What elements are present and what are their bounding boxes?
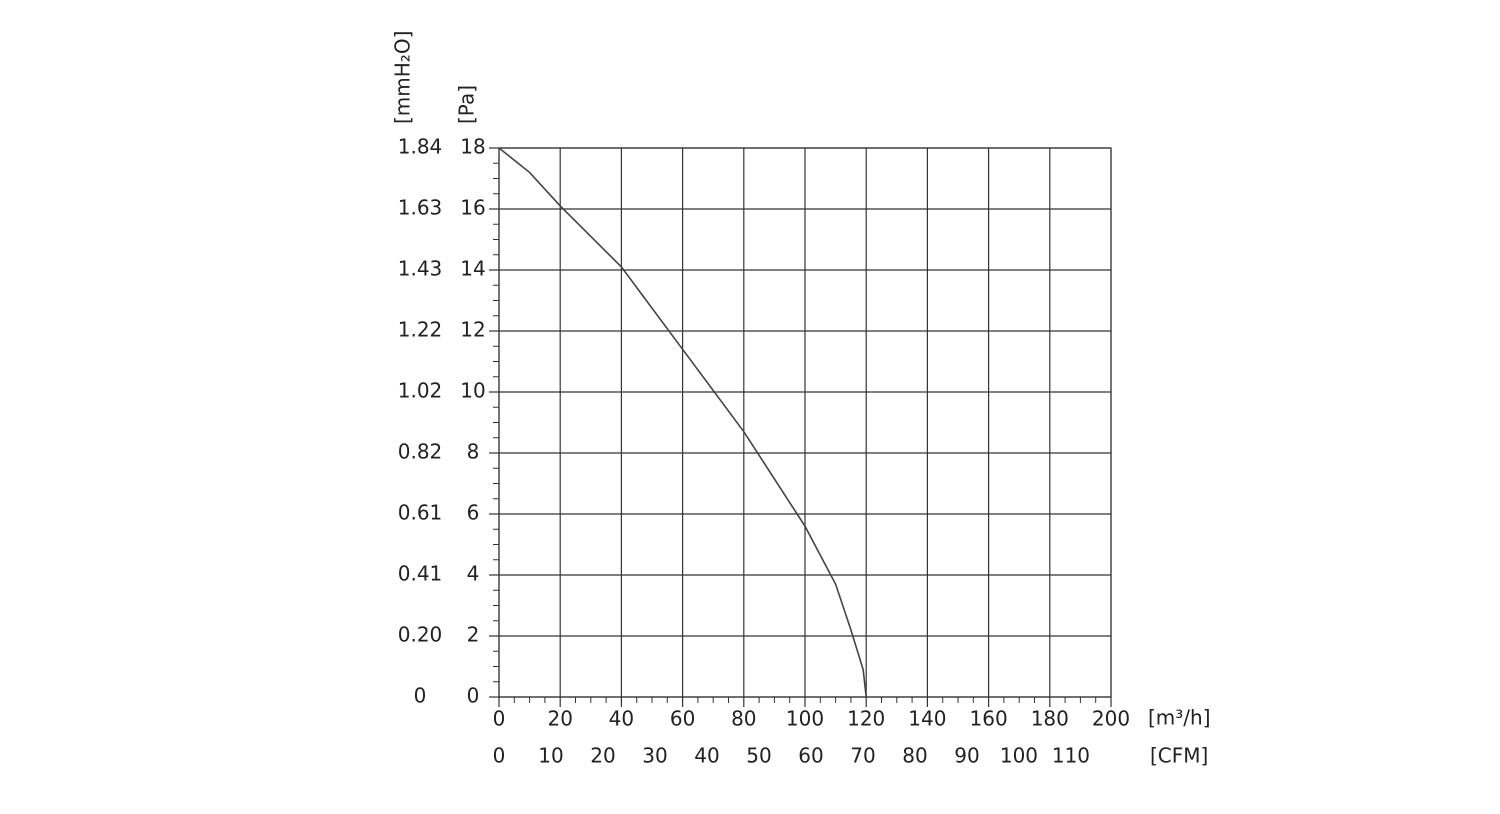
x-tick-label: 0 [493, 707, 506, 731]
x-tick-label: 140 [908, 707, 946, 731]
x2-tick-label: 50 [746, 744, 771, 768]
y2-axis-label: [mmH₂O] [391, 31, 415, 124]
x2-tick-label: 10 [538, 744, 563, 768]
y2-tick-label: 1.63 [398, 195, 443, 219]
y2-tick-label: 0 [414, 684, 427, 708]
y-tick-label: 4 [467, 562, 480, 586]
x2-tick-label: 40 [694, 744, 719, 768]
y-tick-label: 2 [467, 623, 480, 647]
y2-tick-label: 0.20 [398, 623, 443, 647]
x2-tick-label: 0 [493, 744, 506, 768]
x2-tick-label: 60 [798, 744, 823, 768]
y2-tick-label: 0.61 [398, 501, 443, 525]
x-tick-label: 40 [609, 707, 634, 731]
x-tick-label: 80 [731, 707, 756, 731]
y-tick-label: 10 [460, 379, 485, 403]
x-tick-label: 60 [670, 707, 695, 731]
y-tick-label: 6 [467, 501, 480, 525]
y2-tick-label: 1.84 [398, 135, 443, 159]
y-tick-label: 8 [467, 440, 480, 464]
x-tick-label: 120 [847, 707, 885, 731]
x2-tick-label: 30 [642, 744, 667, 768]
x-tick-label: 200 [1092, 707, 1130, 731]
y2-tick-label: 1.22 [398, 317, 443, 341]
x2-tick-label: 70 [850, 744, 875, 768]
x2-tick-label: 90 [954, 744, 979, 768]
y-tick-label: 14 [460, 257, 485, 281]
x2-tick-label: 110 [1052, 744, 1090, 768]
x-tick-label: 160 [970, 707, 1008, 731]
y2-tick-label: 0.82 [398, 439, 443, 463]
y-tick-label: 16 [460, 196, 485, 220]
y-tick-label: 18 [460, 135, 485, 159]
x-tick-label: 20 [547, 707, 572, 731]
x2-axis-label: [CFM] [1150, 744, 1208, 768]
x2-tick-label: 100 [1000, 744, 1038, 768]
plot-frame [498, 147, 1112, 698]
x2-tick-label: 80 [902, 744, 927, 768]
y2-tick-label: 1.02 [398, 379, 443, 403]
y-tick-label: 0 [467, 684, 480, 708]
y2-tick-label: 1.43 [398, 257, 443, 281]
y-axis-label: [Pa] [455, 85, 479, 124]
y-tick-label: 12 [460, 318, 485, 342]
x-tick-label: 100 [786, 707, 824, 731]
x2-tick-label: 20 [590, 744, 615, 768]
curve [498, 147, 867, 698]
x-axis-label: [m³/h] [1148, 706, 1211, 730]
x-tick-label: 180 [1031, 707, 1069, 731]
y2-tick-label: 0.41 [398, 561, 443, 585]
